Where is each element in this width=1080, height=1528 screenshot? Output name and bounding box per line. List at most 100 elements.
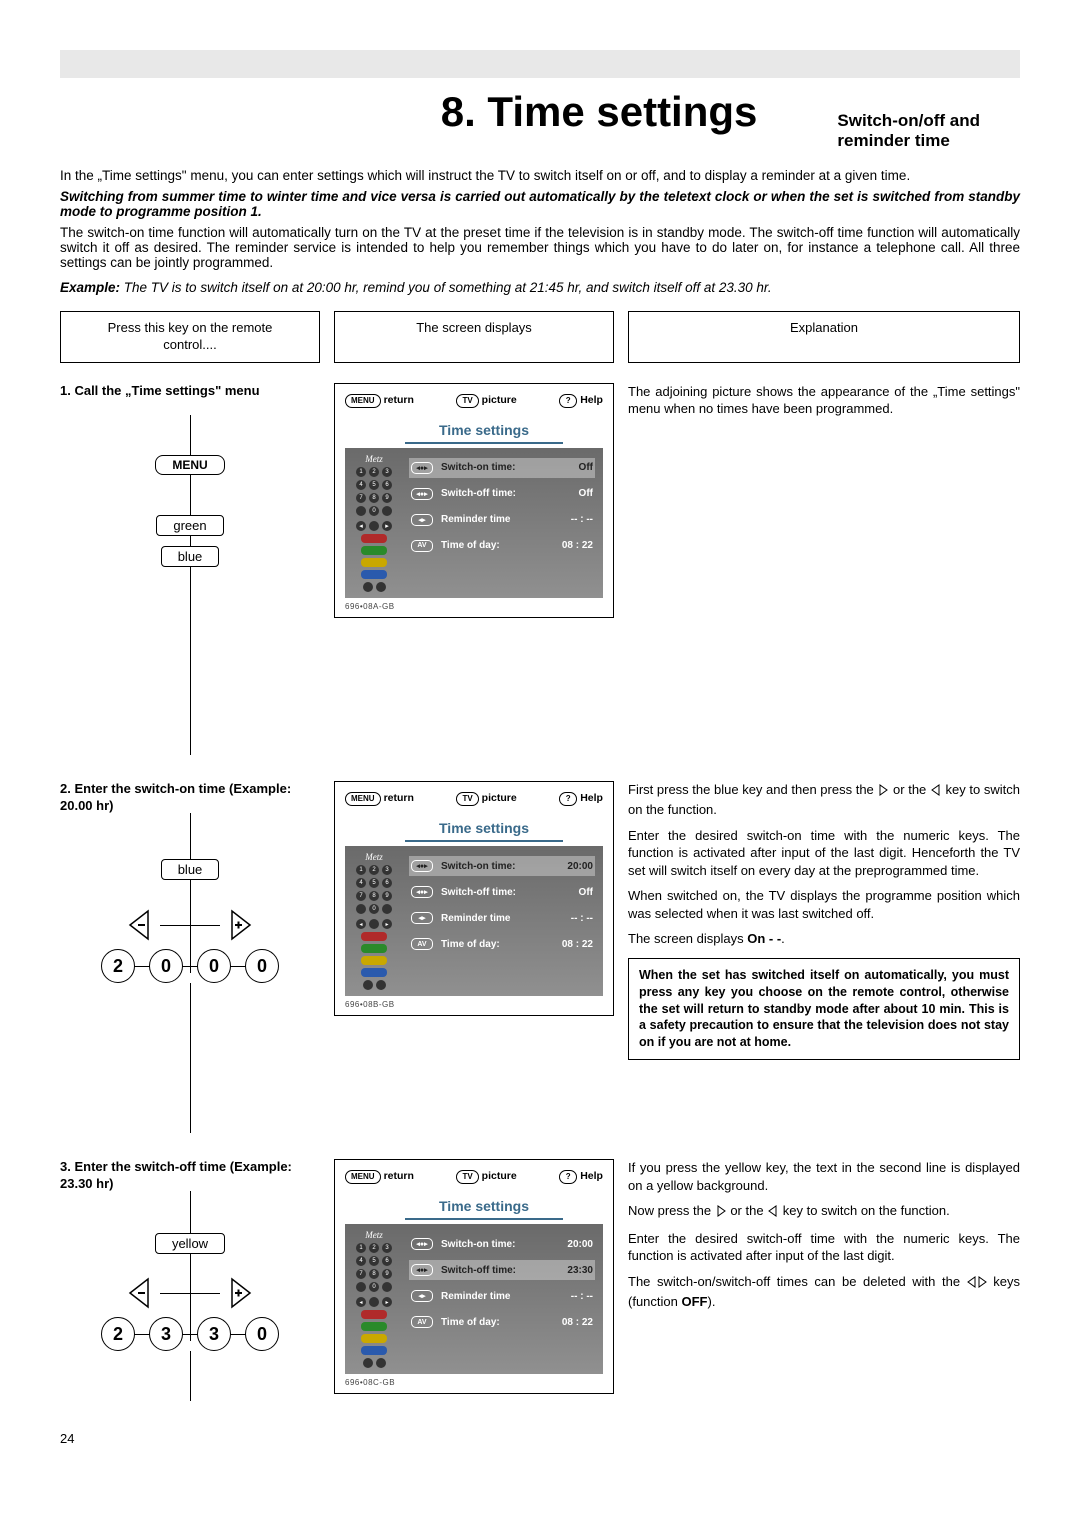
screen-body: Metz 123 456 789 0 ◂▸ ◂●▸Switch-on time:… [345, 846, 603, 996]
digit-4: 0 [245, 949, 279, 983]
plus-arrow-icon [220, 1275, 256, 1311]
menu-off-time: ◂●▸Switch-off time:Off [409, 882, 595, 902]
digit-1: 2 [101, 1317, 135, 1351]
step3-p1: If you press the yellow key, the text in… [628, 1159, 1020, 1194]
menu-off-time: ◂●▸Switch-off time:Off [409, 484, 595, 504]
step2-remote: 2. Enter the switch-on time (Example: 20… [60, 781, 320, 1133]
step2-p2: Enter the desired switch-on time with th… [628, 827, 1020, 880]
screen-title: Time settings [405, 1194, 563, 1220]
menu-on-time: ◂●▸Switch-on time:20:00 [409, 856, 595, 876]
intro-p3: The switch-on time function will automat… [60, 225, 1020, 270]
digit-2: 3 [149, 1317, 183, 1351]
left-arrow-icon [930, 783, 942, 801]
yellow-key: yellow [155, 1233, 225, 1254]
plus-minus [105, 1275, 275, 1311]
step1-explain: The adjoining picture shows the appearan… [628, 383, 1020, 756]
digit-3: 3 [197, 1317, 231, 1351]
screen-box: MENUreturn TVpicture ?Help Time settings… [334, 383, 614, 618]
header-band [60, 50, 1020, 78]
digit-1: 2 [101, 949, 135, 983]
step1-screen: MENUreturn TVpicture ?Help Time settings… [334, 383, 614, 756]
step3-explain: If you press the yellow key, the text in… [628, 1159, 1020, 1401]
screen-top: MENUreturn TVpicture ?Help [345, 1170, 603, 1184]
step-3: 3. Enter the switch-off time (Example: 2… [60, 1159, 1020, 1401]
menu-pill: MENU [345, 394, 381, 408]
step3-p3: Enter the desired switch-off time with t… [628, 1230, 1020, 1265]
menu-reminder: ◂▸Reminder time-- : -- [409, 908, 595, 928]
step2-p1: First press the blue key and then press … [628, 781, 1020, 818]
tv-pill: TV [456, 394, 478, 408]
right-arrow-icon [715, 1204, 727, 1222]
step1-title: 1. Call the „Time settings" menu [60, 383, 320, 400]
brand-logo: Metz [365, 454, 383, 464]
screen-top: MENUreturn TVpicture ?Help [345, 792, 603, 806]
menu-list: ◂●▸Switch-on time:20:00 ◂●▸Switch-off ti… [403, 1224, 603, 1374]
step-2: 2. Enter the switch-on time (Example: 20… [60, 781, 1020, 1133]
step1-explain-p1: The adjoining picture shows the appearan… [628, 383, 1020, 418]
step1-remote: 1. Call the „Time settings" menu MENU gr… [60, 383, 320, 756]
left-right-arrow-icon [967, 1275, 987, 1293]
sub-title-l2: reminder time [837, 131, 949, 150]
warning-box: When the set has switched itself on auto… [628, 958, 1020, 1060]
screen-box: MENUreturn TVpicture ?Help Time settings… [334, 781, 614, 1016]
step3-remote: 3. Enter the switch-off time (Example: 2… [60, 1159, 320, 1401]
digit-2: 0 [149, 949, 183, 983]
example-label: Example: [60, 280, 120, 295]
mini-blue [361, 570, 387, 579]
trailing-line [190, 615, 191, 755]
connector-line [190, 1191, 191, 1269]
example-line: Example: The TV is to switch itself on a… [60, 280, 1020, 295]
screen-title: Time settings [405, 418, 563, 444]
screen-footer: 696•08A-GB [345, 602, 603, 611]
screen-footer: 696•08C-GB [345, 1378, 603, 1387]
right-arrow-icon [877, 783, 889, 801]
blue-chip-icon: ◂▸ [411, 514, 433, 526]
screen-body: Metz 123 456 789 0 ◂▸ ◂●▸Switch-on time:… [345, 1224, 603, 1374]
screen-top: MENUreturn TVpicture ?Help [345, 394, 603, 408]
remote-mini: Metz 123 456 789 0 ◂▸ [345, 448, 403, 598]
menu-on-time: ◂●▸Switch-on time:Off [409, 458, 595, 478]
col-head-remote: Press this key on the remote control.... [60, 311, 320, 363]
step3-keys: yellow [60, 1209, 320, 1269]
menu-list: ◂●▸Switch-on time:20:00 ◂●▸Switch-off ti… [403, 846, 603, 996]
column-headers: Press this key on the remote control....… [60, 311, 1020, 363]
remote-mini: Metz 123 456 789 0 ◂▸ [345, 1224, 403, 1374]
digit-4: 0 [245, 1317, 279, 1351]
mini-red [361, 534, 387, 543]
blue-key: blue [161, 859, 220, 880]
intro-p1: In the „Time settings" menu, you can ent… [60, 168, 1020, 183]
screen-box: MENUreturn TVpicture ?Help Time settings… [334, 1159, 614, 1394]
step2-p3: When switched on, the TV displays the pr… [628, 887, 1020, 922]
step2-keys: blue [60, 831, 320, 901]
sub-title: Switch-on/off and reminder time [837, 111, 980, 152]
left-arrow-icon [767, 1204, 779, 1222]
mini-green [361, 546, 387, 555]
trailing-line [190, 1351, 191, 1401]
col-head-explain: Explanation [628, 311, 1020, 363]
step2-explain: First press the blue key and then press … [628, 781, 1020, 1133]
blue-key: blue [161, 546, 220, 567]
av-chip-icon: AV [411, 540, 433, 552]
minus-arrow-icon [124, 907, 160, 943]
intro-p2: Switching from summer time to winter tim… [60, 189, 1020, 219]
example-text: The TV is to switch itself on at 20:00 h… [124, 280, 772, 295]
yellow-chip-icon: ◂●▸ [411, 488, 433, 500]
step2-screen: MENUreturn TVpicture ?Help Time settings… [334, 781, 614, 1133]
mini-yellow [361, 558, 387, 567]
help-pill: ? [559, 394, 577, 408]
step1-keys: MENU green blue [60, 415, 320, 615]
screen-title: Time settings [405, 816, 563, 842]
digit-3: 0 [197, 949, 231, 983]
plus-minus [105, 907, 275, 943]
col-head-screen: The screen displays [334, 311, 614, 363]
digit-row: 2 0 0 0 [90, 949, 290, 983]
step3-p2: Now press the or the key to switch on th… [628, 1202, 1020, 1222]
menu-reminder: ◂▸Reminder time-- : -- [409, 510, 595, 530]
menu-time-of-day: AVTime of day:08 : 22 [409, 934, 595, 954]
plus-arrow-icon [220, 907, 256, 943]
menu-on-time: ◂●▸Switch-on time:20:00 [409, 1234, 595, 1254]
step-1: 1. Call the „Time settings" menu MENU gr… [60, 383, 1020, 756]
green-chip-icon: ◂●▸ [411, 462, 433, 474]
minus-arrow-icon [124, 1275, 160, 1311]
menu-off-time: ◂●▸Switch-off time:23:30 [409, 1260, 595, 1280]
